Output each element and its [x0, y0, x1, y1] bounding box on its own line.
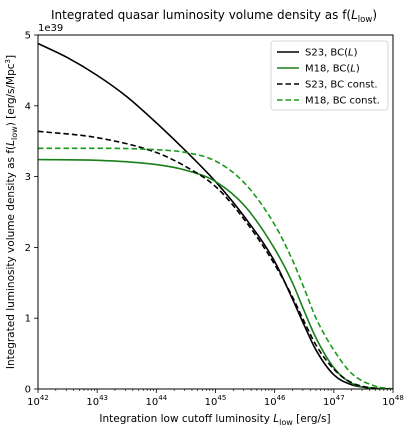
legend: S23, BC(L) M18, BC(L) S23, BC const. M18, B…: [270, 40, 389, 111]
series-line-2: [38, 158, 393, 389]
legend-label-1: S23, BC(L): [305, 48, 358, 59]
series-line-3: [38, 130, 393, 389]
series-line-4: [38, 147, 393, 389]
x-tick-label: 1042: [27, 394, 49, 408]
x-tick-label: 1044: [146, 394, 168, 408]
legend-box: [270, 40, 389, 111]
x-tick-label: 1043: [86, 394, 108, 408]
y-tick-label: 5: [25, 31, 31, 42]
x-tick-label: 1048: [382, 394, 404, 408]
y-offset-label: 1e39: [38, 23, 63, 34]
y-tick-label: 4: [25, 101, 31, 112]
x-axis-label: Integration low cutoff luminosity Llow […: [99, 413, 330, 427]
legend-label-2: M18, BC(L): [305, 64, 360, 75]
legend-label-4: M18, BC const.: [305, 96, 380, 107]
x-tick-label: 1045: [205, 394, 227, 408]
plot-frame: [37, 34, 394, 390]
legend-label-3: S23, BC const.: [305, 80, 378, 91]
y-tick-label: 2: [25, 243, 31, 254]
series-line-1: [38, 42, 393, 389]
y-tick-label: 1: [25, 314, 31, 325]
plot-series: [38, 42, 393, 389]
x-tick-label: 1046: [264, 394, 286, 408]
y-tick-label: 3: [25, 172, 31, 183]
y-tick-label: 0: [25, 385, 31, 396]
x-tick-label: 1047: [323, 394, 345, 408]
chart-title: Integrated quasar luminosity volume dens…: [51, 8, 377, 25]
y-axis-label: Integrated luminosity volume density as …: [4, 55, 19, 369]
